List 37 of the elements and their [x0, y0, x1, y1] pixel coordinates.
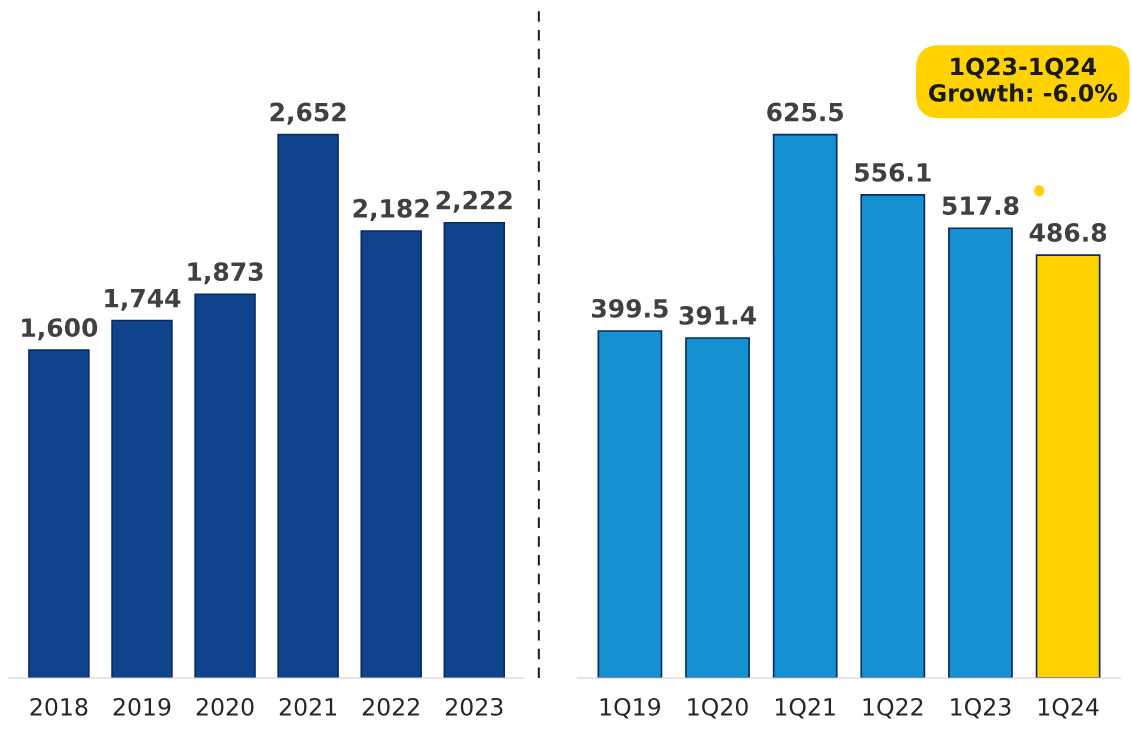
data-label: 1,600 [22, 318, 98, 341]
bar [685, 337, 750, 679]
x-tick-label: 1Q22 [863, 697, 923, 719]
bar [443, 221, 506, 679]
x-tick-label: 1Q19 [600, 697, 661, 719]
data-label: 486.8 [1029, 223, 1107, 242]
data-label: 1,873 [188, 262, 263, 285]
x-tick-label: 1Q24 [1038, 697, 1099, 719]
data-label: 625.5 [767, 102, 843, 122]
bar [597, 330, 663, 679]
data-label: 391.4 [679, 305, 756, 325]
data-label: 517.8 [942, 196, 1019, 216]
data-label: 399.5 [592, 298, 668, 318]
bar [111, 319, 173, 679]
data-label: 1,744 [105, 288, 181, 311]
x-tick-label: 2021 [279, 697, 336, 716]
x-tick-label: 2018 [30, 697, 88, 716]
x-tick-label: 1Q23 [951, 697, 1011, 719]
bar [277, 133, 339, 679]
text: 1Q23-1Q24 Growth: -6.0% [929, 57, 1118, 102]
x-tick-label: 1Q21 [775, 697, 835, 719]
x-tick-label: 2022 [362, 697, 419, 716]
bar [194, 293, 256, 679]
data-label: 2,652 [270, 102, 346, 125]
bar [360, 230, 422, 679]
x-tick-label: 1Q20 [688, 697, 748, 719]
data-label: 2,182 [353, 198, 429, 221]
bar [1035, 254, 1101, 679]
bar [772, 133, 838, 679]
bar [28, 349, 90, 679]
x-tick-label: 2019 [113, 697, 171, 716]
x-tick-label: 2020 [196, 697, 254, 716]
bar [860, 194, 926, 679]
x-tick-label: 2023 [445, 697, 503, 716]
data-label: 2,222 [436, 190, 512, 213]
bar [948, 227, 1013, 679]
data-label: 556.1 [855, 162, 931, 182]
